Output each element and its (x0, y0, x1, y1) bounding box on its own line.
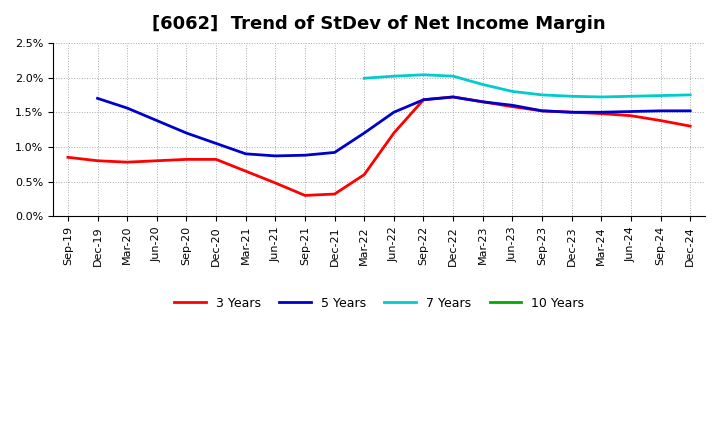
Title: [6062]  Trend of StDev of Net Income Margin: [6062] Trend of StDev of Net Income Marg… (152, 15, 606, 33)
Legend: 3 Years, 5 Years, 7 Years, 10 Years: 3 Years, 5 Years, 7 Years, 10 Years (169, 292, 589, 315)
